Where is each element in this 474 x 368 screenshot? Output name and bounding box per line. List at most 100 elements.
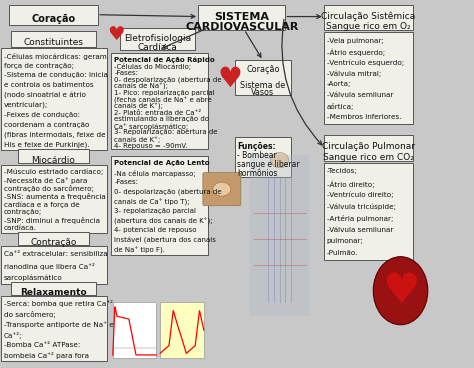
Text: Sangue rico em O₂: Sangue rico em O₂ [326,22,411,31]
Text: -Necessita de Ca⁺ para: -Necessita de Ca⁺ para [4,177,87,184]
Text: Circulação Pulmonar: Circulação Pulmonar [322,142,415,151]
Text: -Artéria pulmonar;: -Artéria pulmonar; [327,215,393,222]
Text: Coração: Coração [31,14,75,24]
Text: -Na célula marcapasso;: -Na célula marcapasso; [114,170,196,177]
Text: ♥: ♥ [218,65,242,93]
Text: (fecha canais de Na⁺ e abre: (fecha canais de Na⁺ e abre [114,96,212,104]
Text: coordenam a contração: coordenam a contração [4,121,89,128]
Text: cardíaca e a força de: cardíaca e a força de [4,201,80,208]
Text: estimulando a liberação do: estimulando a liberação do [114,116,209,122]
Text: do sarcômero;: do sarcômero; [4,311,55,318]
Text: -Pulmão.: -Pulmão. [327,250,358,256]
Text: -Fases:: -Fases: [114,70,138,76]
Text: -Serca: bomba que retira Ca⁺²: -Serca: bomba que retira Ca⁺² [4,300,113,307]
Text: -Válvula semilunar: -Válvula semilunar [327,227,393,233]
Text: Potencial de Ação Rápido: Potencial de Ação Rápido [114,57,215,63]
FancyBboxPatch shape [11,282,96,295]
Text: Contração: Contração [30,238,76,247]
Text: rianodina que libera Ca⁺²: rianodina que libera Ca⁺² [4,263,95,270]
Text: aórtica;: aórtica; [327,103,354,110]
Text: -Fases:: -Fases: [114,179,138,185]
FancyBboxPatch shape [18,149,89,163]
Text: pulmonar;: pulmonar; [327,238,364,244]
Text: Relaxamento: Relaxamento [20,288,87,297]
Text: -SNP: diminui a frequência: -SNP: diminui a frequência [4,217,100,224]
Text: Miocárdio: Miocárdio [31,156,75,165]
FancyBboxPatch shape [198,5,285,30]
Text: sarcoplásmático: sarcoplásmático [4,274,63,281]
Text: -Tecidos;: -Tecidos; [327,169,357,174]
Ellipse shape [213,182,231,196]
Text: ventricular);: ventricular); [4,102,48,109]
Text: hormônios: hormônios [237,169,278,178]
FancyBboxPatch shape [235,137,291,177]
Text: His e feixe de Purkinje).: His e feixe de Purkinje). [4,141,89,148]
Text: 4- potencial de repouso: 4- potencial de repouso [114,227,197,233]
Text: -Feixes de condução:: -Feixes de condução: [4,112,80,118]
Text: Ca⁺²;: Ca⁺²; [4,332,22,339]
Text: Potencial de Ação Lento: Potencial de Ação Lento [114,160,210,166]
Text: (fibras intermodais, feixe de: (fibras intermodais, feixe de [4,131,105,138]
Text: Ca⁺ sarcoplásmático;: Ca⁺ sarcoplásmático; [114,123,189,130]
FancyBboxPatch shape [113,302,156,358]
Text: Cardíaca: Cardíaca [138,43,177,52]
Text: canais de K⁺;: canais de K⁺; [114,136,161,143]
Ellipse shape [271,152,289,168]
Ellipse shape [373,257,428,325]
Text: 1- Pico: repolarização parcial: 1- Pico: repolarização parcial [114,90,215,96]
Text: 2- Platô: entrada de Ca⁺²: 2- Platô: entrada de Ca⁺² [114,110,201,116]
Text: CARDIOVASCULAR: CARDIOVASCULAR [185,22,299,32]
Text: (abertura dos canais de K⁺);: (abertura dos canais de K⁺); [114,217,213,225]
Text: Eletrofisiologia: Eletrofisiologia [124,34,191,43]
Text: Coração: Coração [246,66,280,74]
Text: (nodo sinoatrial e átrio: (nodo sinoatrial e átrio [4,92,86,99]
Text: -Átrio direito;: -Átrio direito; [327,180,374,188]
Text: Sangue rico em CO₂: Sangue rico em CO₂ [323,153,414,162]
Text: 3- Repolarização: abertura de: 3- Repolarização: abertura de [114,130,218,135]
FancyBboxPatch shape [1,48,107,150]
Text: -Átrio esquerdo;: -Átrio esquerdo; [327,49,385,56]
FancyBboxPatch shape [1,296,107,361]
Text: contração do sarcômero;: contração do sarcômero; [4,185,94,192]
FancyBboxPatch shape [18,232,89,245]
FancyBboxPatch shape [1,165,107,233]
FancyBboxPatch shape [1,246,107,284]
Text: SISTEMA: SISTEMA [214,12,269,22]
FancyBboxPatch shape [11,31,96,47]
Text: - Bombear: - Bombear [237,151,277,160]
FancyBboxPatch shape [250,155,309,316]
FancyBboxPatch shape [324,163,413,260]
FancyBboxPatch shape [111,53,208,149]
Text: -Transporte antiporte de Na⁺ e: -Transporte antiporte de Na⁺ e [4,321,114,328]
Text: Circulação Sistêmica: Circulação Sistêmica [321,12,416,21]
FancyBboxPatch shape [324,135,413,161]
Text: -Células miocárdicas: geram: -Células miocárdicas: geram [4,53,107,60]
Text: 4- Repouso = -90mV.: 4- Repouso = -90mV. [114,143,188,149]
Text: 3- repolarização parcial: 3- repolarização parcial [114,208,196,214]
Text: cardíaca.: cardíaca. [4,225,36,231]
Text: 0- despolarização (abertura de: 0- despolarização (abertura de [114,189,222,195]
Text: -Ventrículo direito;: -Ventrículo direito; [327,192,393,198]
Text: canais de Ca⁺ tipo T);: canais de Ca⁺ tipo T); [114,198,190,206]
Text: ♥: ♥ [382,270,419,312]
Text: contração;: contração; [4,209,42,215]
Text: -Bomba Ca⁺² ATPase:: -Bomba Ca⁺² ATPase: [4,342,80,348]
Text: Funções:: Funções: [237,142,276,151]
Text: instável (abertura dos canais: instável (abertura dos canais [114,237,216,244]
FancyBboxPatch shape [324,5,413,30]
FancyBboxPatch shape [160,302,204,358]
Text: -Válvula tricúspide;: -Válvula tricúspide; [327,204,396,210]
Text: -Ventrículo esquerdo;: -Ventrículo esquerdo; [327,60,404,66]
Text: -Células do Miocárdio;: -Células do Miocárdio; [114,63,191,70]
Text: força de contração;: força de contração; [4,63,74,69]
Text: e controla os batimentos: e controla os batimentos [4,82,93,88]
FancyBboxPatch shape [203,173,241,206]
Text: -Válvula mitral;: -Válvula mitral; [327,71,381,77]
Text: canais de K⁺);: canais de K⁺); [114,103,163,110]
FancyBboxPatch shape [9,5,98,25]
Text: sangue e liberar: sangue e liberar [237,160,300,169]
Text: de Na⁺ tipo F).: de Na⁺ tipo F). [114,246,165,254]
Text: Constituintes: Constituintes [23,39,83,47]
Text: canais de Na⁺);: canais de Na⁺); [114,83,168,91]
Text: Ca⁺² extracelular: sensibiliza: Ca⁺² extracelular: sensibiliza [4,251,108,257]
